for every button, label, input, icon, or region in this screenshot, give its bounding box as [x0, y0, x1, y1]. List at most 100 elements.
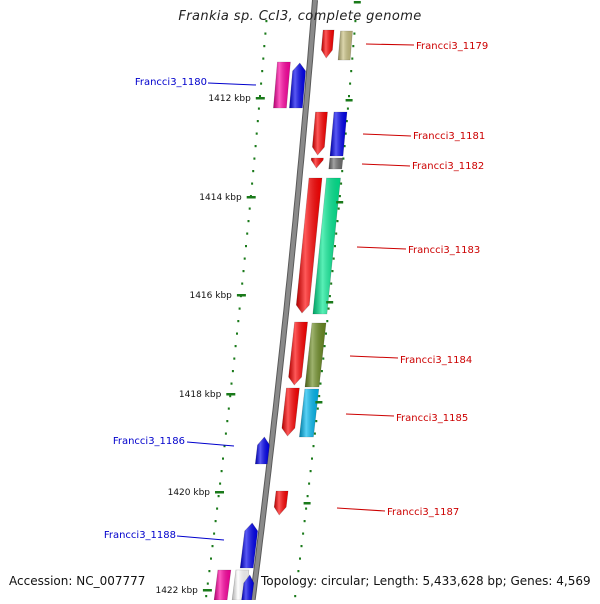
tick-mark-1418 [226, 393, 236, 396]
cds-francci3-1180 [289, 62, 306, 109]
track-dot-30 [248, 207, 251, 210]
label-francci3-1180[interactable]: Francci3_1180 [135, 77, 207, 88]
cds-francci3-1184-shade [288, 322, 308, 385]
track-dot-3 [353, 32, 356, 35]
track-dot-88 [208, 570, 211, 573]
cds-bottom-blue-shade [241, 575, 254, 600]
track-dot-16 [256, 120, 259, 123]
tick-mark-1416 [236, 294, 246, 297]
track-dot-38 [243, 257, 246, 260]
cog-francci3-1184-shade [305, 323, 326, 387]
cog-francci3-1185-shade [299, 389, 319, 437]
track-dot-29 [338, 195, 341, 198]
cds-francci3-1185-shade [281, 388, 300, 436]
track-dot-12 [259, 95, 261, 98]
cog-francci3-1183-shade [312, 178, 341, 314]
track-dot-23 [342, 157, 345, 160]
track-dot-86 [210, 557, 212, 560]
leader-francci3-1180 [207, 82, 257, 86]
track-dot-22 [253, 157, 256, 160]
track-dot-14 [257, 107, 260, 110]
cds-francci3-1183 [295, 177, 323, 314]
leader-francci3-1182 [361, 163, 411, 167]
track-dot-39 [332, 257, 335, 260]
track-dot-71 [311, 457, 313, 460]
track-dot-31 [337, 207, 340, 210]
minor-tick-0 [353, 1, 361, 4]
cog-francci3-1179 [337, 30, 353, 61]
minor-tick-1 [345, 99, 353, 102]
track-dot-26 [251, 182, 254, 185]
track-dot-17 [345, 120, 348, 123]
label-francci3-1187[interactable]: Francci3_1187 [387, 507, 459, 518]
track-dot-7 [351, 57, 354, 60]
track-dot-85 [300, 545, 303, 548]
leader-francci3-1185 [345, 413, 395, 417]
track-dot-65 [315, 420, 318, 423]
track-dot-73 [309, 470, 312, 473]
track-dot-60 [229, 395, 232, 398]
track-dot-5 [352, 45, 355, 48]
track-dot-68 [223, 445, 226, 448]
tick-mark-1414 [246, 196, 256, 199]
track-dot-53 [323, 345, 326, 348]
cds-francci3-1179-shade [321, 30, 335, 58]
cds-francci3-1186 [254, 436, 270, 465]
accession-text: Accession: NC_007777 [9, 574, 146, 588]
label-francci3-1186[interactable]: Francci3_1186 [113, 436, 185, 447]
label-francci3-1184[interactable]: Francci3_1184 [400, 355, 472, 366]
leader-francci3-1183 [356, 246, 407, 250]
track-dot-76 [217, 495, 220, 498]
cds-francci3-1182 [310, 157, 324, 169]
track-dot-57 [320, 370, 323, 373]
track-dot-11 [349, 82, 352, 85]
backbone-track [249, 0, 318, 601]
label-francci3-1183[interactable]: Francci3_1183 [408, 245, 480, 256]
label-francci3-1179[interactable]: Francci3_1179 [416, 41, 488, 52]
cds-francci3-1182-shade [311, 158, 324, 168]
track-dot-19 [344, 132, 347, 135]
ticks: 1412 kbp 1414 kbp 1416 kbp 1418 kbp 1420 kbp… [155, 1, 361, 596]
tick-label-1412: 1412 kbp [208, 94, 251, 104]
features [213, 29, 353, 601]
cog-francci3-1184 [304, 322, 327, 388]
cog-francci3-1181-shade [330, 112, 347, 156]
track-dot-4 [263, 45, 266, 48]
track-dot-47 [327, 307, 330, 310]
cog-francci3-1182-shade [328, 158, 343, 169]
track-dot-46 [238, 307, 241, 310]
map-title: Frankia sp. CcI3, complete genome [178, 9, 422, 24]
track-dot-42 [241, 282, 244, 285]
cds-francci3-1187 [273, 490, 289, 516]
track-dot-9 [350, 70, 353, 73]
track-dot-52 [234, 345, 237, 348]
track-dot-45 [328, 295, 331, 298]
track-dot-43 [330, 282, 333, 285]
track-dot-64 [226, 420, 229, 423]
track-dot-10 [260, 82, 263, 85]
minor-tick-2 [336, 201, 344, 204]
gene-labels: Francci3_1179 Francci3_1180 Francci3_1181 F… [104, 41, 488, 541]
label-francci3-1188[interactable]: Francci3_1188 [104, 530, 176, 541]
label-francci3-1182[interactable]: Francci3_1182 [412, 161, 484, 172]
track-dot-77 [306, 495, 309, 498]
track-dot-0 [265, 20, 268, 23]
track-dot-50 [236, 332, 238, 335]
cog-francci3-1188 [213, 569, 232, 601]
track-dot-56 [231, 370, 234, 373]
leader-francci3-1181 [362, 133, 412, 137]
track-dot-21 [343, 145, 346, 148]
track-dots [205, 20, 357, 598]
track-dot-90 [206, 582, 209, 585]
leader-francci3-1184 [349, 355, 399, 359]
label-francci3-1181[interactable]: Francci3_1181 [413, 131, 485, 142]
cds-francci3-1184 [288, 321, 308, 386]
track-dot-61 [318, 395, 321, 398]
leader-francci3-1186 [186, 441, 235, 447]
label-francci3-1185[interactable]: Francci3_1185 [396, 413, 468, 424]
track-dot-75 [308, 482, 311, 485]
track-dot-41 [331, 270, 334, 273]
track-dot-32 [247, 220, 250, 223]
